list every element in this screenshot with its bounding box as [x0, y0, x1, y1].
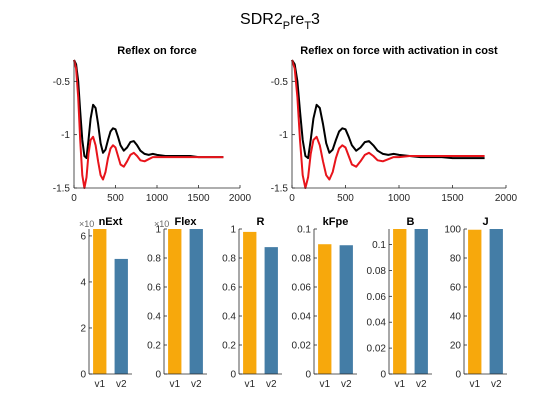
x-tick-label: v2 — [341, 379, 352, 390]
x-tick-label: v1 — [169, 379, 180, 390]
bar-v1 — [393, 229, 407, 374]
panel-4: v1 v2 0 0.2 0.4 0.6 0.8 1 R — [222, 216, 282, 390]
y-tick-label: 0.2 — [222, 341, 236, 352]
bar-v2 — [489, 229, 503, 374]
y-tick-label: 1 — [230, 225, 236, 236]
y-tick-label: 0.06 — [367, 292, 387, 303]
y-tick-label: 0.04 — [367, 318, 387, 329]
x-tick-label: 500 — [107, 193, 124, 204]
x-tick-label: v2 — [491, 379, 502, 390]
series-line-red — [73, 59, 224, 189]
y-tick-label: 0.06 — [292, 283, 312, 294]
bar-v2 — [114, 258, 128, 374]
x-tick-label: 0 — [289, 193, 295, 204]
series-line-red — [291, 59, 485, 189]
panel-5: v1 v2 0 0.02 0.04 0.06 0.08 0.1 kFpe — [292, 216, 357, 390]
x-tick-label: 2000 — [495, 193, 518, 204]
bar-v1 — [243, 231, 257, 374]
y-tick-label: 6 — [80, 231, 86, 242]
y-tick-label: -0.5 — [53, 77, 71, 88]
bar-v1 — [468, 229, 482, 374]
bar-v2 — [339, 245, 353, 374]
x-tick-label: 2000 — [229, 193, 252, 204]
y-tick-label: 0 — [80, 370, 86, 381]
chart-title: B — [407, 216, 415, 228]
x-tick-label: v1 — [94, 379, 105, 390]
x-tick-label: 1000 — [388, 193, 411, 204]
x-tick-label: 0 — [71, 193, 77, 204]
y-tick-label: 0.4 — [222, 312, 236, 323]
y-tick-label: 2 — [80, 323, 86, 334]
x-tick-label: v2 — [266, 379, 277, 390]
x-tick-label: v2 — [416, 379, 427, 390]
series-line-black — [291, 59, 485, 160]
y-tick-label: 0.2 — [147, 341, 161, 352]
panel-1: 0 500 1000 1500 2000 -1.5 -1 -0.5 Reflex on forc… — [271, 45, 518, 204]
bar-v1 — [93, 229, 107, 374]
chart-title: Flex — [174, 216, 197, 228]
y-tick-label: 0.02 — [292, 341, 312, 352]
y-tick-label: 0 — [155, 370, 161, 381]
x-tick-label: 500 — [337, 193, 354, 204]
chart-title: Reflex on force — [117, 45, 196, 57]
y-tick-label: 0 — [380, 370, 386, 381]
exponent-label: ×10 — [79, 219, 94, 229]
bar-v2 — [264, 247, 278, 374]
y-tick-label: 0.08 — [292, 254, 312, 265]
y-tick-label: 1 — [155, 225, 161, 236]
y-tick-label: -1 — [279, 130, 288, 141]
y-tick-label: 0.4 — [147, 312, 161, 323]
bar-v2 — [189, 229, 203, 374]
x-tick-label: 1000 — [146, 193, 169, 204]
y-tick-label: 0.6 — [147, 283, 161, 294]
y-tick-label: -1 — [61, 130, 70, 141]
series-line-black — [73, 59, 224, 160]
panel-0: 0 500 1000 1500 2000 -1.5 -1 -0.5 Reflex on forc… — [53, 45, 252, 204]
y-tick-label: 0.08 — [367, 266, 387, 277]
y-tick-label: -1.5 — [271, 184, 289, 195]
chart-title: Reflex on force with activation in cost — [300, 45, 498, 57]
y-tick-label: 0.1 — [372, 240, 386, 251]
figure-title: SDR2PreT3 — [240, 11, 320, 32]
chart-title: kFpe — [323, 216, 349, 228]
y-tick-label: 40 — [450, 312, 462, 323]
y-tick-label: 4 — [80, 277, 86, 288]
x-tick-label: v1 — [469, 379, 480, 390]
y-tick-label: 0 — [455, 370, 461, 381]
y-tick-label: 20 — [450, 341, 462, 352]
panel-6: v1 v2 0 0.02 0.04 0.06 0.08 0.1 B — [367, 216, 432, 390]
y-tick-label: 0.02 — [367, 344, 387, 355]
y-tick-label: 0 — [305, 370, 311, 381]
chart-title: nExt — [99, 216, 123, 228]
y-tick-label: -1.5 — [53, 184, 71, 195]
bar-v1 — [318, 244, 332, 374]
y-tick-label: -0.5 — [271, 77, 289, 88]
x-tick-label: 1500 — [441, 193, 464, 204]
y-tick-label: 0.8 — [222, 254, 236, 265]
exponent-label: ×10 — [154, 219, 169, 229]
x-tick-label: v1 — [394, 379, 405, 390]
y-tick-label: 0.1 — [297, 225, 311, 236]
chart-title: R — [257, 216, 265, 228]
x-tick-label: v1 — [319, 379, 330, 390]
x-tick-label: v2 — [116, 379, 127, 390]
x-tick-label: v1 — [244, 379, 255, 390]
bar-v2 — [414, 229, 428, 374]
y-tick-label: 80 — [450, 254, 462, 265]
bar-v1 — [168, 229, 182, 374]
x-tick-label: v2 — [191, 379, 202, 390]
y-tick-label: 0.8 — [147, 254, 161, 265]
y-tick-label: 0.04 — [292, 312, 312, 323]
x-tick-label: 1500 — [187, 193, 210, 204]
chart-title: J — [482, 216, 488, 228]
y-tick-label: 0 — [230, 370, 236, 381]
panel-7: v1 v2 0 20 40 60 80 100 J — [444, 216, 507, 390]
y-tick-label: 60 — [450, 283, 462, 294]
y-tick-label: 100 — [444, 225, 461, 236]
panel-2: v1 v2 0 2 4 6 ×10 nExt — [79, 216, 132, 390]
y-tick-label: 0.6 — [222, 283, 236, 294]
panel-3: v1 v2 0 0.2 0.4 0.6 0.8 1×10 Flex — [147, 216, 207, 390]
